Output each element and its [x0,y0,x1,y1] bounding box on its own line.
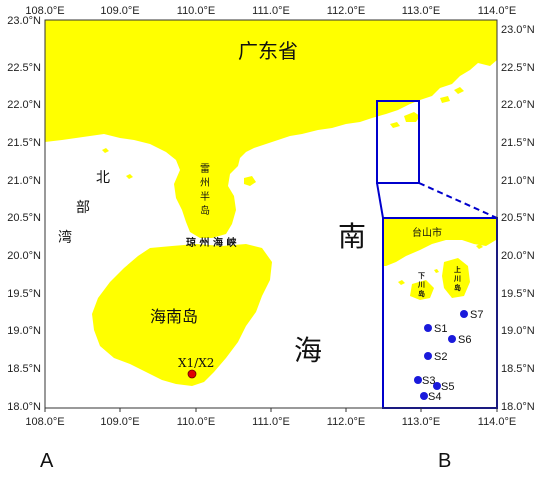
station-marker-s2 [424,352,432,360]
station-label-s5: S5 [441,381,454,393]
lat-tick-label: 18.5°N [501,363,535,375]
station-marker-s4 [420,392,428,400]
lon-axis-bottom: 108.0°E 109.0°E 110.0°E 111.0°E 112.0°E … [25,408,516,428]
lat-tick-label: 21.5°N [501,137,535,149]
station-marker-s6 [448,335,456,343]
lat-tick-label: 22.5°N [501,62,535,74]
lat-tick-label: 19.0°N [501,325,535,337]
lon-tick-label: 108.0°E [25,5,64,17]
leizhou-peninsula-label: 半 [200,190,210,203]
lat-tick-label: 19.0°N [7,325,41,337]
hainan-island-label: 海南岛 [150,307,198,326]
leizhou-peninsula-label: 岛 [200,204,210,217]
xiachuan-label: 下 [418,271,425,280]
station-label-s6: S6 [458,334,471,346]
shangchuan-label: 岛 [454,283,461,292]
qiongzhou-strait-label: 琼 州 海 峡 [186,236,236,249]
lon-tick-label: 108.0°E [25,416,64,428]
lat-tick-label: 22.5°N [7,62,41,74]
lon-tick-label: 111.0°E [252,5,290,17]
taishan-label: 台山市 [412,226,442,239]
station-marker-s3 [414,376,422,384]
shangchuan-label: 川 [453,274,461,283]
lat-tick-label: 21.0°N [7,175,41,187]
station-marker-s7 [460,310,468,318]
lon-tick-label: 110.0°E [177,5,215,17]
station-label-s1: S1 [434,323,447,335]
lon-tick-label: 110.0°E [177,416,215,428]
lon-tick-label: 111.0°E [252,416,290,428]
xiachuan-island [410,280,434,300]
station-label-s3: S3 [422,375,435,387]
lon-tick-label: 113.0°E [402,5,440,17]
lon-tick-label: 112.0°E [327,416,365,428]
lat-tick-label: 22.0°N [501,99,535,111]
station-label-s2: S2 [434,351,447,363]
lat-axis-left: 23.0°N 22.5°N 22.0°N 21.5°N 21.0°N 20.5°… [7,15,41,413]
lat-tick-label: 20.0°N [7,250,41,262]
guangdong-landmass [45,20,497,238]
site-label-x1-x2: X1/X2 [178,356,214,370]
site-marker-x1-x2 [187,369,197,379]
lat-tick-label: 22.0°N [7,99,41,111]
lon-tick-label: 109.0°E [100,5,139,17]
lat-tick-label: 18.5°N [7,363,41,375]
lat-tick-label: 18.0°N [501,401,535,413]
beibu-gulf-label: 北 [96,170,110,186]
guangdong-label: 广东省 [238,39,298,63]
lat-tick-label: 20.5°N [7,212,41,224]
lat-tick-label: 23.0°N [501,24,535,36]
station-label-s7: S7 [470,309,483,321]
shangchuan-island [442,258,470,298]
hainan-island [92,244,272,386]
inset-locator-box [376,100,420,184]
lat-tick-label: 21.0°N [501,175,535,187]
lon-tick-label: 109.0°E [100,416,139,428]
xiachuan-label: 川 [417,280,425,289]
shangchuan-label: 上 [454,265,461,274]
lat-tick-label: 19.5°N [501,288,535,300]
taishan-coast [384,219,496,266]
station-marker-s5 [433,382,441,390]
leizhou-peninsula-label: 雷 [200,163,210,175]
beibu-gulf-label: 湾 [58,229,72,246]
panel-label-b: B [438,450,452,472]
lon-tick-label: 114.0°E [478,5,516,17]
lat-axis-right: 23.0°N 22.5°N 22.0°N 21.5°N 21.0°N 20.5°… [501,24,535,413]
inset-connector-solid [376,182,384,219]
lon-axis-top: 108.0°E 109.0°E 110.0°E 111.0°E 112.0°E … [25,5,516,17]
lat-tick-label: 21.5°N [7,137,41,149]
lat-tick-label: 18.0°N [7,401,41,413]
lat-tick-label: 23.0°N [7,15,41,27]
panel-label-a: A [40,450,54,472]
xiachuan-label: 岛 [418,289,425,298]
inset-connector-dashed [418,182,498,219]
lon-tick-label: 112.0°E [327,5,365,17]
beibu-gulf-label: 部 [76,200,90,216]
station-label-s4: S4 [428,391,441,403]
station-marker-s1 [424,324,432,332]
south-china-sea-label: 南 [338,220,366,253]
leizhou-peninsula-label: 州 [200,177,210,189]
lat-tick-label: 20.0°N [501,250,535,262]
lon-tick-label: 114.0°E [478,416,516,428]
south-china-sea-label: 海 [294,334,322,367]
lon-tick-label: 113.0°E [402,416,440,428]
lat-tick-label: 20.5°N [501,212,535,224]
lat-tick-label: 19.5°N [7,288,41,300]
